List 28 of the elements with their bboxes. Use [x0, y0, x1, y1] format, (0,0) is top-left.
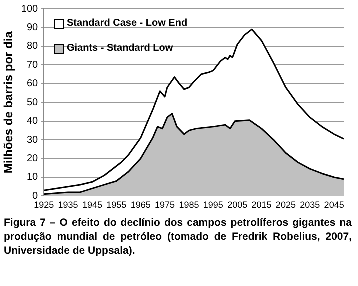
- x-tick-label: 1955: [106, 200, 127, 210]
- x-tick-label: 1965: [130, 200, 151, 210]
- x-tick-label: 1945: [82, 200, 102, 210]
- x-tick-label: 1975: [155, 200, 176, 210]
- legend-label: Giants - Standard Low: [66, 43, 174, 54]
- y-axis-title: Milhões de barris por dia: [2, 31, 16, 174]
- y-tick-label: 10: [26, 172, 39, 184]
- y-tick-label: 70: [26, 60, 39, 71]
- y-tick-label: 50: [26, 97, 39, 108]
- x-tick-label: 1925: [34, 200, 54, 210]
- y-tick-label: 80: [26, 41, 39, 52]
- text: Figura 7 – O efeito do declínio dos campos petrolíferos gigantes na produção mundial de petróleo (tomado de Fredrik Robelius, 2007, Universidade de Uppsala).: [4, 216, 352, 258]
- y-tick-label: 20: [26, 154, 39, 165]
- x-tick-label: 2025: [276, 200, 296, 210]
- y-tick-label: 100: [21, 4, 39, 15]
- x-tick-label: 1935: [58, 200, 78, 210]
- legend-label: Standard Case - Low End: [66, 18, 188, 29]
- y-tick-label: 60: [26, 78, 39, 90]
- x-tick-label: 2005: [228, 200, 248, 210]
- x-tick-label: 1985: [179, 200, 200, 210]
- y-tick-label: 90: [26, 22, 39, 34]
- y-tick-label: 30: [26, 134, 39, 146]
- x-tick-label: 2035: [300, 200, 320, 210]
- y-tick-label: 40: [26, 116, 39, 128]
- x-tick-label: 2045: [324, 200, 344, 210]
- x-tick-label: 1995: [203, 200, 224, 210]
- y-tick-label: 0: [32, 190, 39, 202]
- x-tick-label: 2015: [252, 200, 272, 210]
